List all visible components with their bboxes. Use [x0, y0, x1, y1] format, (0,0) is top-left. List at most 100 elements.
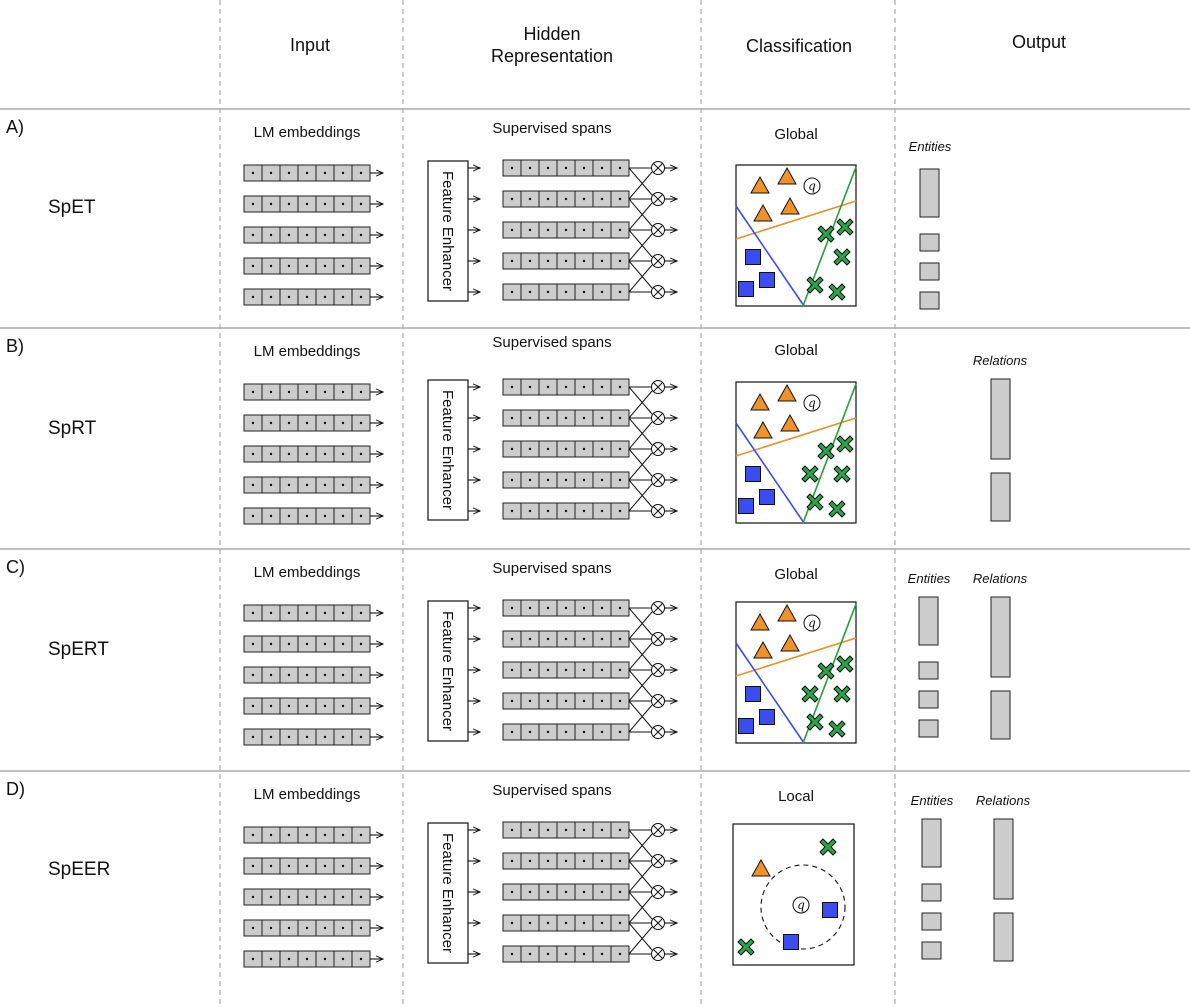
span-dot: [510, 699, 514, 703]
embedding-dot: [269, 514, 273, 518]
span-connector: [628, 233, 653, 262]
embedding-dot: [323, 452, 327, 456]
embedding-dot: [323, 233, 327, 237]
embedding-dot: [269, 833, 273, 837]
relations-label: Relations: [973, 353, 1028, 368]
header-input: Input: [290, 35, 330, 55]
span-dot: [582, 197, 586, 201]
embedding-dot: [305, 611, 309, 615]
span-dot: [600, 730, 604, 734]
span-dot: [582, 478, 586, 482]
triangle-icon: [750, 175, 770, 194]
span-dot: [510, 385, 514, 389]
classification-label: Global: [774, 342, 817, 359]
square-icon: [783, 934, 799, 950]
output-block: Entities Relations: [908, 571, 1028, 740]
square-icon: [759, 489, 775, 505]
span-dot: [528, 890, 532, 894]
embedding-dot: [269, 483, 273, 487]
embedding-dot: [305, 957, 309, 961]
relation-bar: [990, 472, 1011, 522]
embedding-dot: [287, 833, 291, 837]
span-dot: [600, 699, 604, 703]
embedding-dot: [323, 390, 327, 394]
span-dot: [582, 730, 586, 734]
embedding-dot: [305, 264, 309, 268]
span-connector: [628, 260, 653, 289]
multiply-icon-stroke: [653, 887, 663, 897]
supervised-spans: [468, 821, 677, 963]
embedding-dot: [359, 611, 363, 615]
span-connector: [628, 700, 653, 729]
feature-enhancer-box: [427, 379, 469, 521]
embedding-dot: [305, 295, 309, 299]
triangle-icon: [753, 420, 773, 439]
query-symbol: q: [808, 179, 816, 193]
entities-label: Entities: [911, 793, 954, 808]
embedding-dot: [251, 202, 255, 206]
classification-plot: q: [735, 164, 857, 307]
multiply-icon-stroke: [653, 475, 663, 485]
span-dot: [546, 606, 550, 610]
square-icon: [822, 902, 838, 918]
multiply-icon-stroke: [653, 918, 663, 928]
square-icon: [745, 466, 761, 482]
query-symbol: q: [808, 616, 816, 630]
span-dot: [564, 290, 568, 294]
embedding-dot: [359, 421, 363, 425]
span-dot: [600, 828, 604, 832]
cross-icon: [806, 493, 824, 511]
embedding-dot: [287, 421, 291, 425]
embedding-dot: [269, 295, 273, 299]
local-neighborhood-circle: [760, 864, 846, 950]
embedding-dot: [359, 833, 363, 837]
decision-boundary-blue: [735, 422, 805, 524]
span-dot: [618, 828, 622, 832]
embedding-dot: [269, 264, 273, 268]
embedding-dot: [287, 264, 291, 268]
span-connector: [628, 891, 653, 920]
span-dot: [546, 197, 550, 201]
embedding-dot: [305, 171, 309, 175]
multiply-icon-stroke: [653, 287, 663, 297]
cross-icon: [801, 465, 819, 483]
span-dot: [528, 859, 532, 863]
cross-icon: [836, 655, 854, 673]
triangle-icon: [777, 383, 797, 402]
embedding-dot: [341, 390, 345, 394]
embedding-dot: [359, 483, 363, 487]
embedding-dot: [305, 233, 309, 237]
span-dot: [600, 859, 604, 863]
span-dot: [582, 859, 586, 863]
span-dot: [528, 197, 532, 201]
hidden-label: Supervised spans: [492, 560, 611, 577]
embedding-dot: [269, 895, 273, 899]
classification-plot: q: [735, 381, 857, 524]
span-dot: [546, 828, 550, 832]
cross-icon: [737, 938, 755, 956]
multiply-icon-stroke: [653, 225, 663, 235]
span-dot: [546, 637, 550, 641]
span-dot: [618, 478, 622, 482]
embedding-dot: [251, 833, 255, 837]
span-dot: [618, 952, 622, 956]
span-dot: [564, 890, 568, 894]
output-block: Entities: [909, 139, 952, 310]
embedding-dot: [305, 735, 309, 739]
triangle-icon: [753, 640, 773, 659]
span-dot: [618, 699, 622, 703]
embedding-dot: [359, 704, 363, 708]
embedding-dot: [341, 295, 345, 299]
span-dot: [510, 447, 514, 451]
model-row: B) SpRT LM embeddings Supervised spans Globa…: [6, 334, 1028, 525]
span-connector: [628, 421, 653, 450]
span-connector: [628, 386, 653, 415]
span-connector: [628, 611, 653, 640]
triangle-icon: [780, 413, 800, 432]
entity-bar: [919, 291, 940, 310]
span-dot: [600, 228, 604, 232]
multiply-icon-stroke: [653, 634, 663, 644]
span-dot: [564, 730, 568, 734]
lm-embeddings: [243, 826, 383, 968]
embedding-dot: [341, 233, 345, 237]
